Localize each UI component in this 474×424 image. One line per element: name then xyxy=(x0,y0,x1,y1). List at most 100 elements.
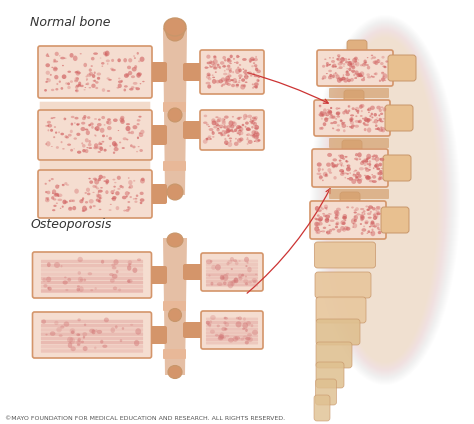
Ellipse shape xyxy=(238,126,242,128)
Ellipse shape xyxy=(221,327,227,331)
Ellipse shape xyxy=(107,90,110,92)
Ellipse shape xyxy=(355,174,359,178)
Ellipse shape xyxy=(343,75,344,76)
Ellipse shape xyxy=(318,170,320,172)
Ellipse shape xyxy=(361,160,365,163)
Ellipse shape xyxy=(247,114,252,118)
Ellipse shape xyxy=(82,346,88,351)
Ellipse shape xyxy=(368,205,373,209)
Ellipse shape xyxy=(213,67,218,70)
Ellipse shape xyxy=(99,175,103,179)
Ellipse shape xyxy=(251,130,256,135)
Ellipse shape xyxy=(117,188,120,190)
Ellipse shape xyxy=(61,141,63,143)
Ellipse shape xyxy=(252,121,255,125)
Ellipse shape xyxy=(55,193,59,196)
Ellipse shape xyxy=(100,340,103,343)
Ellipse shape xyxy=(206,82,210,84)
Ellipse shape xyxy=(47,124,52,128)
Ellipse shape xyxy=(227,58,230,61)
Ellipse shape xyxy=(213,56,216,58)
Ellipse shape xyxy=(70,130,73,133)
Ellipse shape xyxy=(322,75,327,79)
Ellipse shape xyxy=(245,337,251,340)
Ellipse shape xyxy=(59,55,61,56)
Ellipse shape xyxy=(347,63,350,66)
Ellipse shape xyxy=(319,105,321,107)
Ellipse shape xyxy=(53,60,55,63)
Ellipse shape xyxy=(217,282,223,286)
Ellipse shape xyxy=(42,278,46,282)
Ellipse shape xyxy=(354,215,358,220)
Ellipse shape xyxy=(64,58,67,59)
Ellipse shape xyxy=(354,158,358,160)
Ellipse shape xyxy=(369,207,370,208)
FancyBboxPatch shape xyxy=(206,318,258,321)
Ellipse shape xyxy=(64,117,66,120)
Ellipse shape xyxy=(64,201,68,204)
Ellipse shape xyxy=(344,226,348,231)
Ellipse shape xyxy=(206,259,212,264)
Ellipse shape xyxy=(56,203,58,204)
FancyBboxPatch shape xyxy=(143,326,167,344)
Ellipse shape xyxy=(366,118,371,122)
Ellipse shape xyxy=(346,112,349,114)
Ellipse shape xyxy=(255,135,259,139)
Ellipse shape xyxy=(222,133,226,136)
Ellipse shape xyxy=(234,278,238,283)
Ellipse shape xyxy=(70,149,73,152)
Ellipse shape xyxy=(228,120,233,126)
Ellipse shape xyxy=(97,330,102,334)
FancyBboxPatch shape xyxy=(41,332,143,336)
FancyBboxPatch shape xyxy=(206,338,258,341)
Ellipse shape xyxy=(360,223,362,225)
Ellipse shape xyxy=(336,75,340,79)
Ellipse shape xyxy=(230,257,234,261)
Ellipse shape xyxy=(223,126,228,129)
Ellipse shape xyxy=(130,131,134,134)
Ellipse shape xyxy=(351,124,355,127)
Ellipse shape xyxy=(356,110,359,112)
Ellipse shape xyxy=(380,177,383,180)
Ellipse shape xyxy=(371,55,373,56)
Ellipse shape xyxy=(45,125,47,127)
Ellipse shape xyxy=(106,59,110,62)
Ellipse shape xyxy=(97,129,98,131)
Ellipse shape xyxy=(255,56,257,58)
Ellipse shape xyxy=(328,75,332,79)
Ellipse shape xyxy=(246,265,247,267)
Ellipse shape xyxy=(217,65,220,68)
Ellipse shape xyxy=(82,117,86,120)
Ellipse shape xyxy=(341,122,344,125)
Ellipse shape xyxy=(109,209,111,211)
Ellipse shape xyxy=(339,78,343,81)
Ellipse shape xyxy=(64,118,66,120)
Ellipse shape xyxy=(78,338,81,342)
Ellipse shape xyxy=(135,198,137,200)
Ellipse shape xyxy=(111,59,114,62)
Ellipse shape xyxy=(218,132,223,134)
Ellipse shape xyxy=(233,259,237,262)
Ellipse shape xyxy=(59,81,61,83)
Ellipse shape xyxy=(128,132,131,134)
Ellipse shape xyxy=(381,127,385,132)
Ellipse shape xyxy=(360,208,365,210)
Ellipse shape xyxy=(382,56,384,59)
Ellipse shape xyxy=(225,81,228,85)
Ellipse shape xyxy=(346,126,348,127)
Ellipse shape xyxy=(218,336,224,340)
Ellipse shape xyxy=(237,132,241,134)
FancyBboxPatch shape xyxy=(41,264,143,268)
Ellipse shape xyxy=(89,180,93,184)
Ellipse shape xyxy=(324,174,328,177)
Ellipse shape xyxy=(120,116,125,120)
Ellipse shape xyxy=(366,159,368,160)
Ellipse shape xyxy=(62,184,64,186)
Ellipse shape xyxy=(314,218,317,220)
Ellipse shape xyxy=(371,113,373,115)
Ellipse shape xyxy=(85,128,88,131)
Ellipse shape xyxy=(379,165,381,166)
Ellipse shape xyxy=(346,173,349,175)
Ellipse shape xyxy=(100,143,102,145)
Ellipse shape xyxy=(375,128,379,130)
